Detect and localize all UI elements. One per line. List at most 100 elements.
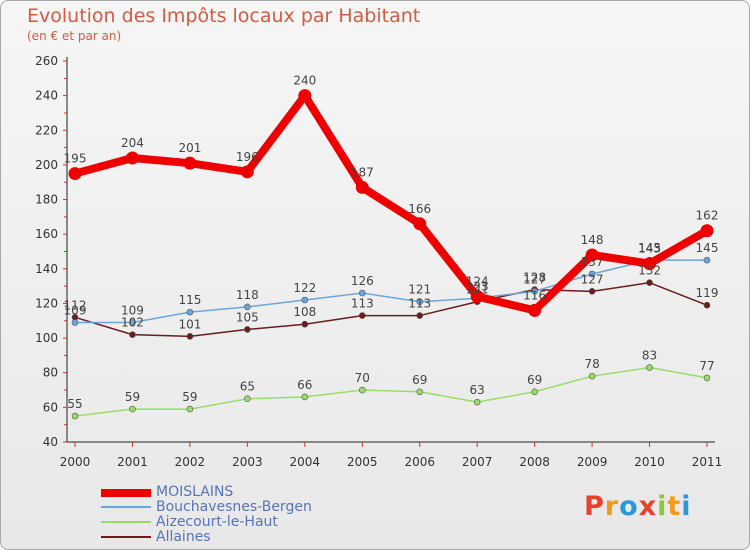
data-point-aizecourt-le-haut xyxy=(473,398,481,406)
x-tick-label: 2009 xyxy=(577,455,608,469)
data-point-aizecourt-le-haut xyxy=(588,372,596,380)
data-point-moislains xyxy=(413,217,427,231)
data-label-aizecourt-le-haut: 78 xyxy=(584,357,599,371)
data-point-moislains xyxy=(183,156,197,170)
data-point-aizecourt-le-haut xyxy=(531,388,538,396)
data-point-moislains xyxy=(355,180,369,194)
chart-subtitle: (en € et par an) xyxy=(27,29,122,43)
data-label-moislains: 204 xyxy=(121,136,144,150)
data-label-allaines: 121 xyxy=(466,283,489,297)
data-point-allaines xyxy=(244,326,251,333)
data-label-allaines: 119 xyxy=(696,286,719,300)
data-point-bouchavesnes-bergen xyxy=(186,308,194,316)
legend-label-moislains: MOISLAINS xyxy=(156,484,234,500)
data-label-bouchavesnes-bergen: 123 xyxy=(466,279,489,293)
y-tick-label: 80 xyxy=(43,366,58,380)
y-tick-label: 200 xyxy=(35,158,58,172)
logo-letter: i xyxy=(681,491,692,522)
legend-item-allaines: Allaines xyxy=(101,530,361,545)
data-label-moislains: 116 xyxy=(523,288,546,302)
data-point-aizecourt-le-haut xyxy=(358,386,366,394)
y-tick-label: 180 xyxy=(35,193,58,207)
data-label-allaines: 112 xyxy=(64,298,87,312)
data-label-aizecourt-le-haut: 70 xyxy=(355,371,370,385)
x-tick-label: 2006 xyxy=(404,455,435,469)
data-label-moislains: 124 xyxy=(466,275,489,289)
y-tick-label: 260 xyxy=(35,54,58,68)
x-tick-label: 2001 xyxy=(117,455,148,469)
data-point-moislains xyxy=(528,303,542,317)
data-label-allaines: 105 xyxy=(236,310,259,324)
y-tick-label: 120 xyxy=(35,296,58,310)
proxiti-logo: Proxiti xyxy=(584,491,692,522)
data-label-moislains: 196 xyxy=(236,150,259,164)
data-point-allaines xyxy=(129,331,136,338)
y-tick-label: 160 xyxy=(35,227,58,241)
legend-item-bouchavesnes-bergen: Bouchavesnes-Bergen xyxy=(101,500,361,515)
data-label-aizecourt-le-haut: 55 xyxy=(67,397,82,411)
data-label-moislains: 166 xyxy=(408,202,431,216)
data-point-allaines xyxy=(301,320,309,328)
data-label-aizecourt-le-haut: 65 xyxy=(240,380,255,394)
data-label-aizecourt-le-haut: 63 xyxy=(470,383,485,397)
series-line-moislains xyxy=(71,91,711,315)
logo-letter: t xyxy=(667,491,682,522)
logo-letter: r xyxy=(604,491,620,522)
logo-letter: o xyxy=(619,491,639,522)
y-tick-label: 140 xyxy=(35,262,58,276)
data-point-bouchavesnes-bergen xyxy=(588,270,596,278)
data-label-aizecourt-le-haut: 59 xyxy=(125,390,140,404)
legend-item-moislains: MOISLAINS xyxy=(101,485,361,500)
logo-letter: P xyxy=(584,491,605,522)
data-label-bouchavesnes-bergen: 109 xyxy=(121,304,144,318)
legend-item-aizecourt-le-haut: Aizecourt-le-Haut xyxy=(101,515,361,530)
data-label-aizecourt-le-haut: 69 xyxy=(527,373,542,387)
data-point-allaines xyxy=(588,288,596,295)
legend-label-aizecourt-le-haut: Aizecourt-le-Haut xyxy=(156,514,278,530)
data-point-bouchavesnes-bergen xyxy=(244,303,251,311)
data-point-aizecourt-le-haut xyxy=(301,393,309,401)
data-label-allaines: 128 xyxy=(523,271,546,285)
data-label-bouchavesnes-bergen: 109 xyxy=(64,304,87,318)
y-tick-label: 100 xyxy=(35,331,58,345)
data-point-allaines xyxy=(358,312,366,319)
data-label-bouchavesnes-bergen: 118 xyxy=(236,288,259,302)
data-point-bouchavesnes-bergen xyxy=(71,319,79,326)
data-point-bouchavesnes-bergen xyxy=(129,319,136,326)
data-label-bouchavesnes-bergen: 122 xyxy=(293,281,316,295)
chart-title: Evolution des Impôts locaux par Habitant xyxy=(27,5,421,27)
data-label-allaines: 132 xyxy=(638,264,661,278)
data-label-aizecourt-le-haut: 83 xyxy=(642,349,657,363)
data-label-aizecourt-le-haut: 69 xyxy=(412,373,427,387)
data-point-bouchavesnes-bergen xyxy=(358,289,366,297)
data-label-allaines: 127 xyxy=(581,272,604,286)
legend-swatch-aizecourt-le-haut xyxy=(101,521,151,523)
data-point-bouchavesnes-bergen xyxy=(531,288,538,295)
x-tick-label: 2007 xyxy=(462,455,493,469)
data-point-aizecourt-le-haut xyxy=(186,405,194,413)
data-point-moislains xyxy=(125,151,139,165)
data-label-moislains: 240 xyxy=(293,74,316,88)
y-tick-label: 60 xyxy=(43,400,58,414)
data-point-moislains xyxy=(470,290,484,304)
x-tick-label: 2000 xyxy=(60,455,91,469)
data-point-bouchavesnes-bergen xyxy=(416,298,424,306)
data-point-aizecourt-le-haut xyxy=(244,395,251,403)
legend-swatch-moislains xyxy=(101,489,151,497)
data-label-bouchavesnes-bergen: 126 xyxy=(351,274,374,288)
data-point-moislains xyxy=(240,165,254,179)
data-point-moislains xyxy=(643,257,657,271)
data-point-moislains xyxy=(700,224,714,238)
data-label-moislains: 162 xyxy=(696,209,719,223)
data-point-moislains xyxy=(298,89,312,103)
data-label-bouchavesnes-bergen: 145 xyxy=(638,241,661,255)
data-label-aizecourt-le-haut: 77 xyxy=(699,359,714,373)
legend: MOISLAINS Bouchavesnes-Bergen Aizecourt-… xyxy=(101,485,361,545)
series-line-bouchavesnes-bergen xyxy=(74,259,708,324)
legend-label-allaines: Allaines xyxy=(156,529,211,545)
data-label-bouchavesnes-bergen: 137 xyxy=(581,255,604,269)
series-line-aizecourt-le-haut xyxy=(74,366,708,417)
data-label-bouchavesnes-bergen: 127 xyxy=(523,272,546,286)
data-point-aizecourt-le-haut xyxy=(416,388,424,396)
